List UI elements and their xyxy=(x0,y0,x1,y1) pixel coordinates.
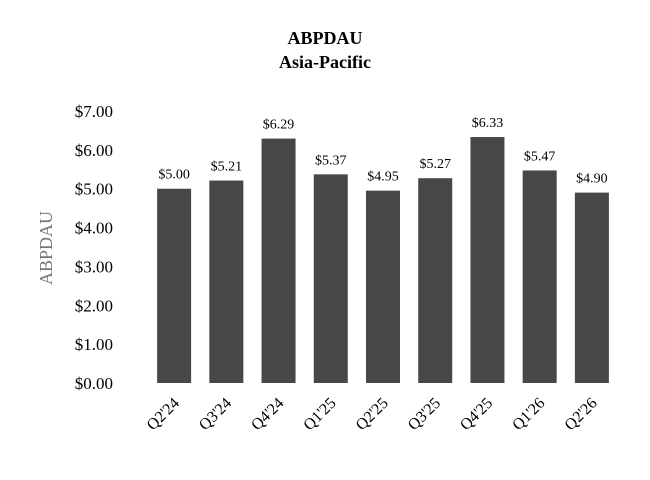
data-label: $4.90 xyxy=(576,172,608,187)
data-label: $5.27 xyxy=(419,157,451,172)
y-tick-label: $7.00 xyxy=(75,102,113,121)
x-tick-label: Q2'25 xyxy=(353,395,392,434)
data-label: $6.29 xyxy=(263,118,295,133)
chart-title: ABPDAU xyxy=(288,28,363,48)
y-axis-ticks: $0.00 $1.00 $2.00 $3.00 $4.00 $5.00 $6.00 $7.00 xyxy=(75,102,113,393)
bar xyxy=(209,180,244,383)
x-tick-label: Q4'25 xyxy=(457,395,496,434)
y-tick-label: $5.00 xyxy=(75,180,113,199)
x-tick-label: Q3'24 xyxy=(196,395,235,434)
y-tick-label: $0.00 xyxy=(75,374,113,393)
data-label: $6.33 xyxy=(472,116,504,131)
y-axis-label: ABPDAU xyxy=(36,211,56,285)
x-tick-label: Q2'24 xyxy=(144,395,183,434)
data-labels-group: $5.00 $5.21 $6.29 $5.37 $4.95 $5.27 $6.33 $5.47… xyxy=(158,116,607,187)
x-tick-label: Q3'25 xyxy=(405,395,444,434)
y-tick-label: $1.00 xyxy=(75,335,113,354)
bar xyxy=(522,170,557,383)
bar xyxy=(418,178,453,383)
x-tick-label: Q1'25 xyxy=(300,395,339,434)
bar xyxy=(366,190,400,383)
bar xyxy=(157,188,192,383)
chart-subtitle: Asia-Pacific xyxy=(279,52,371,72)
x-axis-ticks: Q2'24 Q3'24 Q4'24 Q1'25 Q2'25 Q3'25 Q4'25 Q1'26… xyxy=(144,395,601,434)
x-tick-label: Q4'24 xyxy=(248,395,287,434)
data-label: $5.47 xyxy=(524,149,556,164)
bar xyxy=(261,138,296,383)
bar xyxy=(313,174,348,383)
x-tick-label: Q2'26 xyxy=(562,395,601,434)
data-label: $5.21 xyxy=(211,160,243,175)
y-tick-label: $6.00 xyxy=(75,141,113,160)
y-tick-label: $2.00 xyxy=(75,296,113,315)
bar xyxy=(470,137,505,383)
bar xyxy=(574,192,609,383)
data-label: $5.37 xyxy=(315,153,347,168)
bars-group xyxy=(157,137,609,383)
y-tick-label: $4.00 xyxy=(75,219,113,238)
x-tick-label: Q1'26 xyxy=(509,395,548,434)
data-label: $5.00 xyxy=(158,168,190,183)
y-tick-label: $3.00 xyxy=(75,257,113,276)
data-label: $4.95 xyxy=(367,170,399,185)
